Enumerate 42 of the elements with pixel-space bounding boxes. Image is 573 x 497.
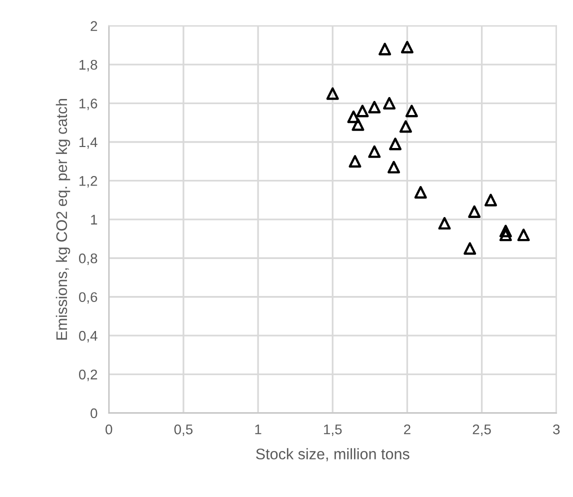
x-axis-title: Stock size, million tons [256,448,410,462]
point [378,42,392,56]
point [368,100,381,114]
x-tick-label: 0,5 [174,424,193,436]
x-tick-label: 2 [404,424,410,434]
x-tick-label: 0 [106,424,112,434]
point [368,145,381,158]
point [400,40,414,54]
x-tick-label: 3 [553,424,560,434]
y-tick-label: 1,2 [80,176,98,188]
point [348,155,362,168]
point [326,87,339,100]
y-tick-label: 0,2 [78,370,98,382]
x-tick-label: 2,5 [472,424,491,436]
y-tick-label: 0,8 [78,253,98,265]
point [517,228,530,242]
point [464,242,476,255]
point [388,160,400,174]
y-tick-label: 1 [91,214,98,224]
point [383,97,396,110]
point [484,194,498,206]
point [414,186,427,199]
y-axis-title: Emissions, kg CO2 eq. per kg catch [56,98,70,340]
point [352,118,364,131]
y-tick-label: 0,4 [78,330,98,342]
point [499,224,512,238]
point [438,217,451,230]
y-tick-label: 1,8 [80,60,98,72]
point [399,120,412,133]
point [405,104,418,118]
point [356,104,369,118]
point [389,138,402,150]
y-tick-label: 0,6 [78,292,98,304]
y-tick-label: 0 [90,408,98,418]
y-tick-label: 1,4 [80,137,98,149]
point [347,110,360,124]
x-tick-label: 1 [255,424,262,434]
point [499,228,512,242]
point [468,205,481,218]
y-tick-label: 1,6 [80,98,98,110]
x-tick-label: 1,5 [324,424,342,436]
y-tick-label: 2 [90,21,98,31]
